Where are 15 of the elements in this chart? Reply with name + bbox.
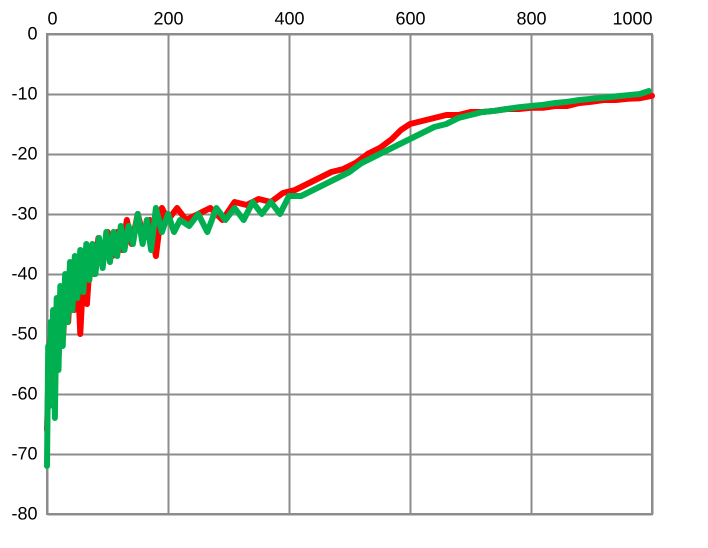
- y-tick-label: 0: [27, 24, 38, 44]
- x-tick-label: 0: [48, 8, 58, 28]
- y-tick-label: -80: [11, 504, 38, 524]
- y-tick-label: -30: [11, 204, 38, 224]
- y-tick-label: -60: [11, 384, 38, 404]
- y-tick-label: -50: [11, 324, 38, 344]
- x-tick-label: 400: [274, 8, 305, 28]
- x-tick-label: 800: [516, 8, 547, 28]
- x-tick-label: 1000: [612, 8, 652, 28]
- y-tick-label: -20: [11, 144, 38, 164]
- y-tick-label: -70: [11, 444, 38, 464]
- y-tick-label: -10: [11, 84, 38, 104]
- x-tick-label: 600: [395, 8, 426, 28]
- y-tick-label: -40: [11, 264, 38, 284]
- x-tick-label: 200: [153, 8, 184, 28]
